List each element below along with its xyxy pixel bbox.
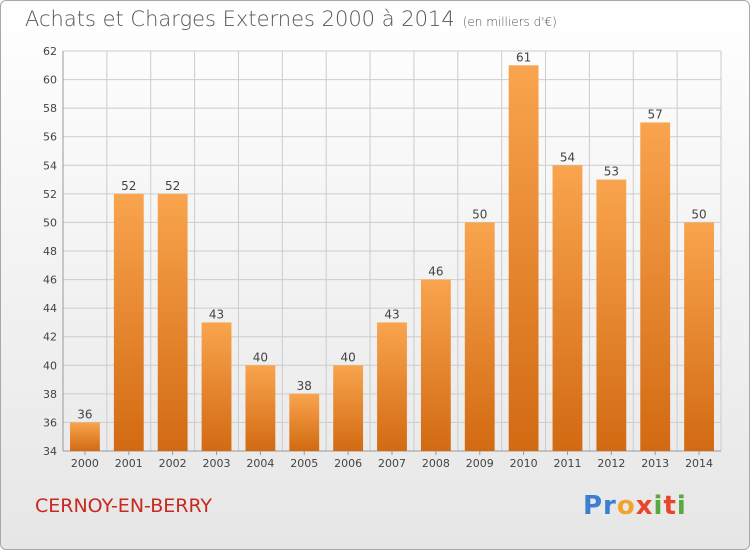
x-tick-label: 2007 — [378, 457, 406, 470]
data-label: 36 — [77, 407, 92, 421]
chart-title-text: Achats et Charges Externes 2000 à 2014 — [25, 7, 455, 31]
data-label: 53 — [604, 165, 619, 179]
data-label: 50 — [691, 207, 706, 221]
x-tick-label: 2000 — [71, 457, 99, 470]
y-tick-label: 62 — [43, 45, 57, 58]
data-label: 61 — [516, 50, 531, 64]
bar — [684, 222, 714, 451]
bar — [70, 422, 100, 451]
data-label: 43 — [209, 307, 224, 321]
x-tick-label: 2009 — [466, 457, 494, 470]
data-label: 43 — [384, 307, 399, 321]
y-tick-label: 36 — [43, 416, 57, 429]
x-tick-label: 2011 — [553, 457, 581, 470]
data-label: 54 — [560, 150, 575, 164]
bar — [552, 165, 583, 452]
data-label: 40 — [253, 350, 268, 364]
bars — [70, 65, 714, 452]
x-tick-label: 2001 — [115, 457, 143, 470]
chart-subtitle: (en milliers d'€) — [462, 15, 557, 29]
proxiti-logo[interactable]: Proxiti — [583, 491, 687, 521]
data-label: 38 — [297, 379, 312, 393]
x-tick-label: 2006 — [334, 457, 362, 470]
y-tick-label: 52 — [43, 188, 57, 201]
bar — [508, 65, 539, 452]
y-tick-label: 44 — [43, 302, 57, 315]
bar — [113, 193, 144, 451]
bar — [420, 279, 451, 451]
bar — [464, 222, 495, 451]
labels: 34 36 38 40 42 44 46 48 50 52 54 56 58 60 62 36 2000 52 20… — [43, 45, 713, 470]
x-tick-label: 2010 — [510, 457, 538, 470]
y-tick-label: 38 — [43, 388, 57, 401]
y-tick-label: 54 — [43, 159, 57, 172]
x-tick-label: 2012 — [597, 457, 625, 470]
bar — [596, 179, 627, 452]
bar — [201, 322, 232, 451]
y-tick-label: 60 — [43, 74, 57, 87]
bar — [377, 322, 407, 451]
data-label: 52 — [121, 179, 136, 193]
x-tick-label: 2002 — [159, 457, 187, 470]
data-label: 57 — [648, 107, 663, 121]
data-label: 52 — [165, 179, 180, 193]
y-tick-label: 56 — [43, 131, 57, 144]
y-tick-label: 58 — [43, 102, 57, 115]
y-tick-label: 46 — [43, 274, 57, 287]
x-tick-label: 2013 — [641, 457, 669, 470]
y-tick-label: 40 — [43, 359, 57, 372]
data-label: 50 — [472, 207, 487, 221]
y-tick-label: 48 — [43, 245, 57, 258]
y-tick-label: 42 — [43, 331, 57, 344]
bar — [157, 193, 188, 451]
x-tick-label: 2003 — [203, 457, 231, 470]
x-tick-label: 2005 — [290, 457, 318, 470]
x-tick-label: 2014 — [685, 457, 713, 470]
data-label: 40 — [340, 350, 355, 364]
bar — [640, 122, 671, 451]
x-tick-label: 2008 — [422, 457, 450, 470]
bar — [245, 365, 276, 451]
y-tick-label: 34 — [43, 445, 57, 458]
data-label: 46 — [428, 265, 443, 279]
y-tick-label: 50 — [43, 216, 57, 229]
x-tick-label: 2004 — [246, 457, 274, 470]
commune-name: CERNOY-EN-BERRY — [35, 495, 213, 517]
bar — [333, 365, 364, 451]
chart-title: Achats et Charges Externes 2000 à 2014 (e… — [25, 7, 557, 31]
bar — [289, 393, 320, 451]
